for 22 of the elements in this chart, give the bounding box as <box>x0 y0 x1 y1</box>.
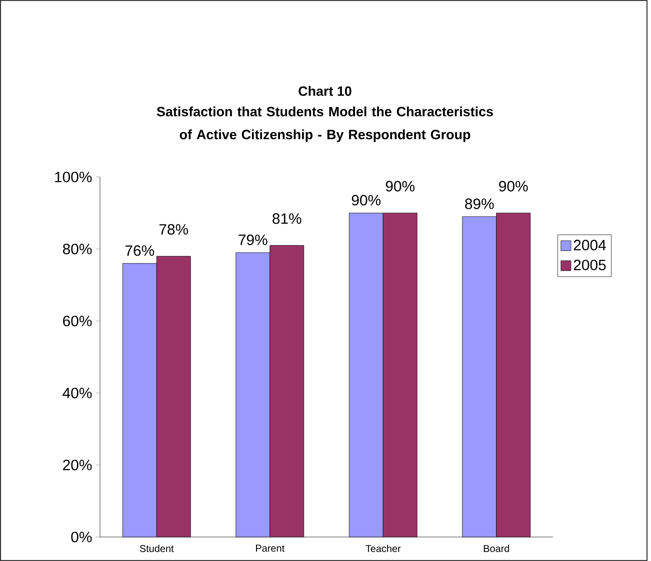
y-tick-label: 40% <box>62 388 92 398</box>
data-label: 78% <box>159 224 188 235</box>
data-label: 81% <box>272 213 302 224</box>
chart-title: Chart 10 <box>298 86 352 96</box>
chart-subtitle: Satisfaction that Students Model the Characteristics of Active Citizenship - By Respondent Group <box>156 106 493 142</box>
x-tick-label: Board <box>484 544 510 552</box>
data-label: 90% <box>499 180 528 192</box>
data-label: 79% <box>238 234 268 246</box>
y-tick-label: 60% <box>63 316 92 326</box>
legend-label: 2005 <box>574 260 606 270</box>
x-tick-label: Teacher <box>366 544 401 552</box>
data-label: 89% <box>465 198 494 210</box>
y-tick-label: 80% <box>62 244 92 254</box>
y-tick-label: 0% <box>71 532 92 542</box>
y-tick-label: 100% <box>55 172 92 182</box>
data-label: 90% <box>386 180 415 192</box>
x-tick-label: Parent <box>256 544 284 552</box>
data-label: 76% <box>125 245 154 256</box>
y-tick-label: 20% <box>63 460 92 470</box>
x-tick-label: Student <box>140 544 174 552</box>
data-label: 90% <box>352 194 381 206</box>
legend-label: 2004 <box>574 240 606 250</box>
